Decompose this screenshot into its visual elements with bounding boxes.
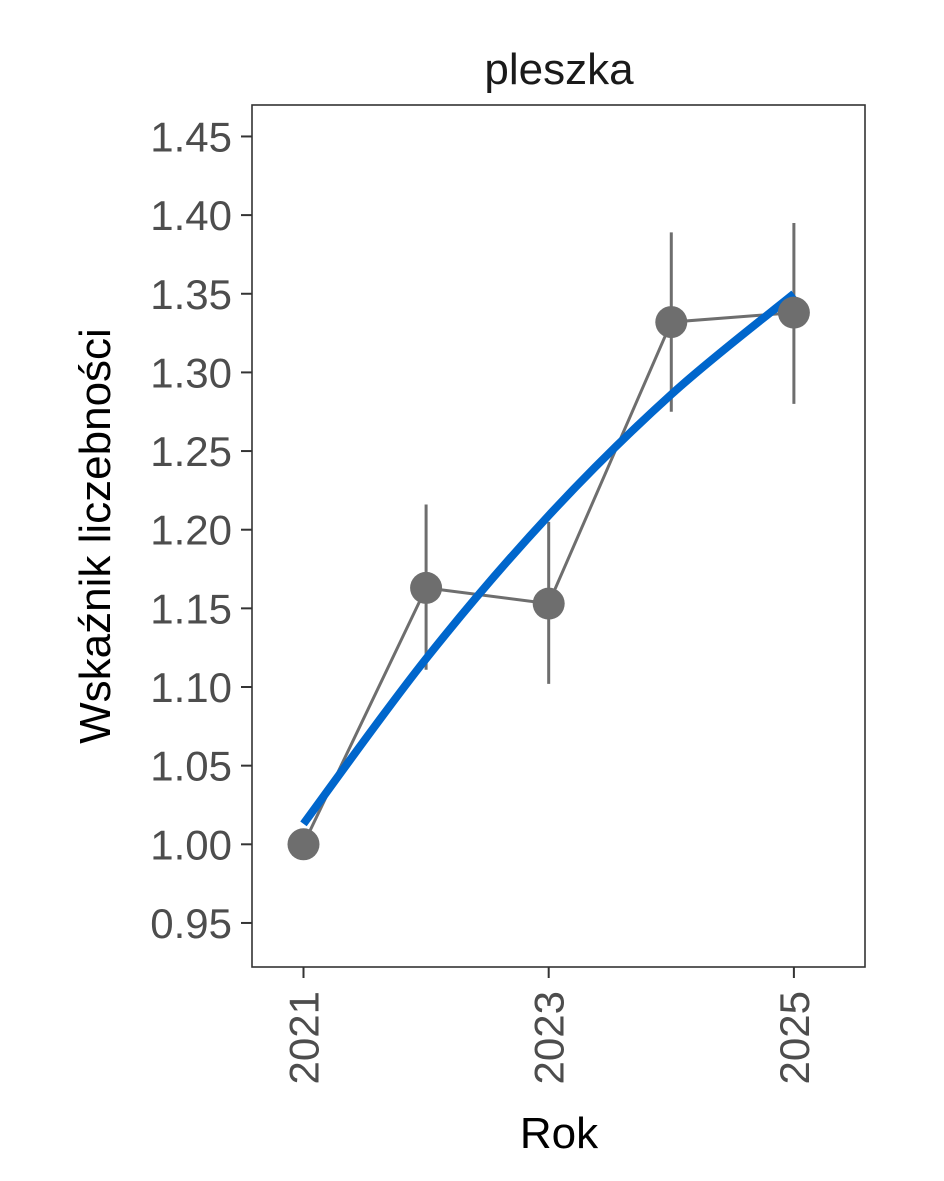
- x-tick-label: 2025: [771, 991, 818, 1084]
- x-axis: 2021 2023 2025: [280, 967, 818, 1084]
- y-tick-label: 1.35: [150, 271, 232, 318]
- chart-title: pleszka: [484, 45, 634, 94]
- y-tick-label: 0.95: [150, 900, 232, 947]
- y-tick-label: 1.40: [150, 192, 232, 239]
- plot-marks: [287, 222, 810, 861]
- plot-panel-border: [251, 104, 866, 968]
- y-tick-label: 1.45: [150, 113, 232, 160]
- data-point: [410, 571, 443, 604]
- y-axis: 0.95 1.00 1.05 1.10 1.15 1.20 1.25 1.30 1.35 1.40…: [150, 113, 252, 947]
- data-point: [532, 587, 565, 620]
- trend-line: [300, 290, 797, 827]
- x-tick-label: 2023: [526, 991, 573, 1084]
- y-tick-label: 1.15: [150, 585, 232, 632]
- y-tick-label: 1.00: [150, 821, 232, 868]
- y-axis-title: Wskaźnik liczebności: [71, 328, 120, 744]
- data-point: [287, 828, 320, 861]
- y-tick-label: 1.05: [150, 743, 232, 790]
- x-axis-title: Rok: [520, 1109, 599, 1158]
- y-tick-label: 1.10: [150, 664, 232, 711]
- x-tick-label: 2021: [280, 991, 327, 1084]
- y-tick-label: 1.30: [150, 349, 232, 396]
- y-tick-label: 1.25: [150, 428, 232, 475]
- data-point: [655, 306, 688, 339]
- y-tick-label: 1.20: [150, 507, 232, 554]
- data-point: [777, 296, 810, 329]
